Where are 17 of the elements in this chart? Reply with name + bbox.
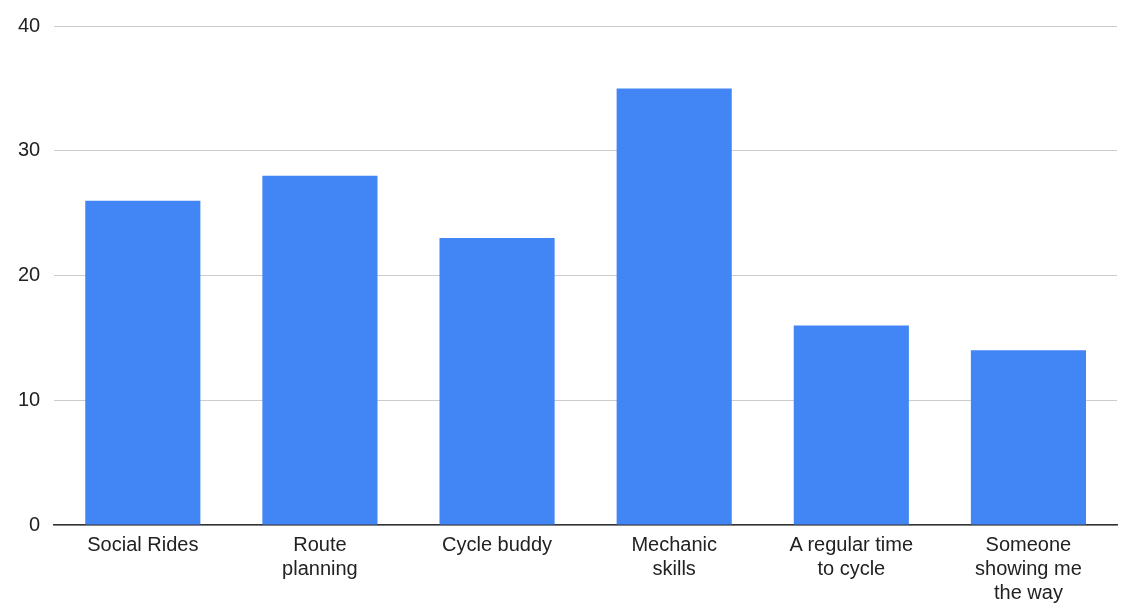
bar (439, 238, 555, 525)
x-tick-label: A regular time to cycle (789, 532, 914, 579)
bar (85, 200, 201, 525)
y-tick-label: 10 (18, 387, 41, 410)
x-tick-label: Mechanic skills (631, 532, 717, 579)
x-tick-label: Route planning (282, 532, 358, 579)
x-tick-label: Social Rides (87, 532, 199, 555)
y-tick-label: 40 (18, 13, 41, 36)
bar (793, 325, 909, 525)
y-tick-label: 30 (18, 138, 41, 161)
y-tick-label: 20 (18, 263, 41, 286)
x-tick-label: Someone showing me the way (975, 532, 1082, 603)
bar (262, 175, 378, 525)
y-tick-label: 0 (29, 512, 41, 535)
x-tick-label: Cycle buddy (442, 532, 553, 555)
bar (970, 350, 1086, 525)
bar (616, 88, 732, 525)
